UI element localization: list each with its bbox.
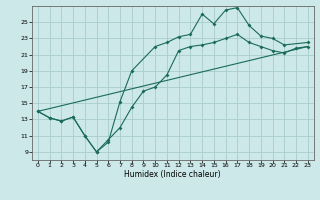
X-axis label: Humidex (Indice chaleur): Humidex (Indice chaleur) <box>124 170 221 179</box>
